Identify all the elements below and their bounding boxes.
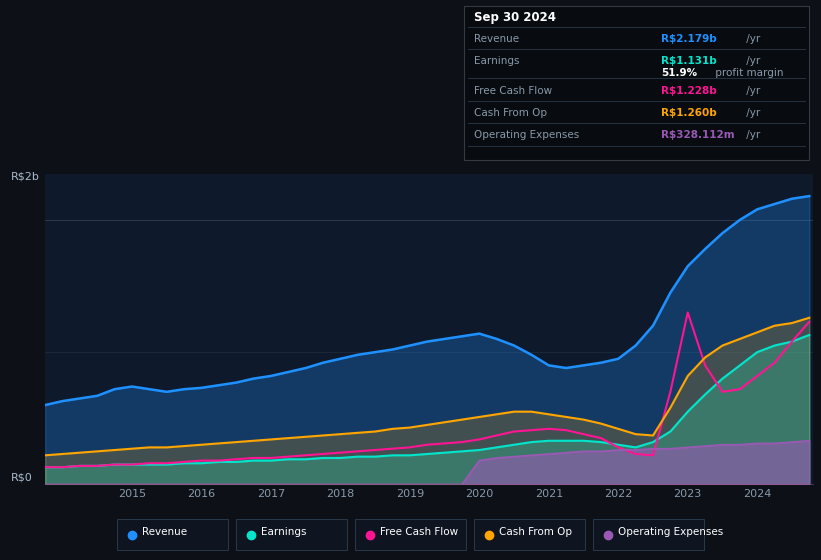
Text: Revenue: Revenue [141, 527, 186, 536]
Text: Operating Expenses: Operating Expenses [618, 527, 723, 536]
Text: /yr: /yr [743, 108, 760, 118]
Text: Free Cash Flow: Free Cash Flow [380, 527, 458, 536]
Text: /yr: /yr [743, 56, 760, 66]
Text: R$2b: R$2b [11, 171, 39, 181]
Text: Cash From Op: Cash From Op [474, 108, 547, 118]
Text: R$0: R$0 [11, 472, 32, 482]
Text: R$328.112m: R$328.112m [661, 130, 735, 141]
Text: R$1.131b: R$1.131b [661, 56, 717, 66]
Text: 51.9%: 51.9% [661, 68, 697, 78]
Text: /yr: /yr [743, 34, 760, 44]
Text: /yr: /yr [743, 86, 760, 96]
Text: Earnings: Earnings [474, 56, 519, 66]
Text: profit margin: profit margin [712, 68, 783, 78]
Text: Revenue: Revenue [474, 34, 519, 44]
Text: R$2.179b: R$2.179b [661, 34, 717, 44]
Text: R$1.260b: R$1.260b [661, 108, 717, 118]
Text: Operating Expenses: Operating Expenses [474, 130, 579, 141]
Text: Free Cash Flow: Free Cash Flow [474, 86, 552, 96]
Text: Cash From Op: Cash From Op [499, 527, 571, 536]
Text: /yr: /yr [743, 130, 760, 141]
Text: R$1.228b: R$1.228b [661, 86, 717, 96]
Text: Earnings: Earnings [261, 527, 306, 536]
Text: Sep 30 2024: Sep 30 2024 [474, 11, 556, 24]
